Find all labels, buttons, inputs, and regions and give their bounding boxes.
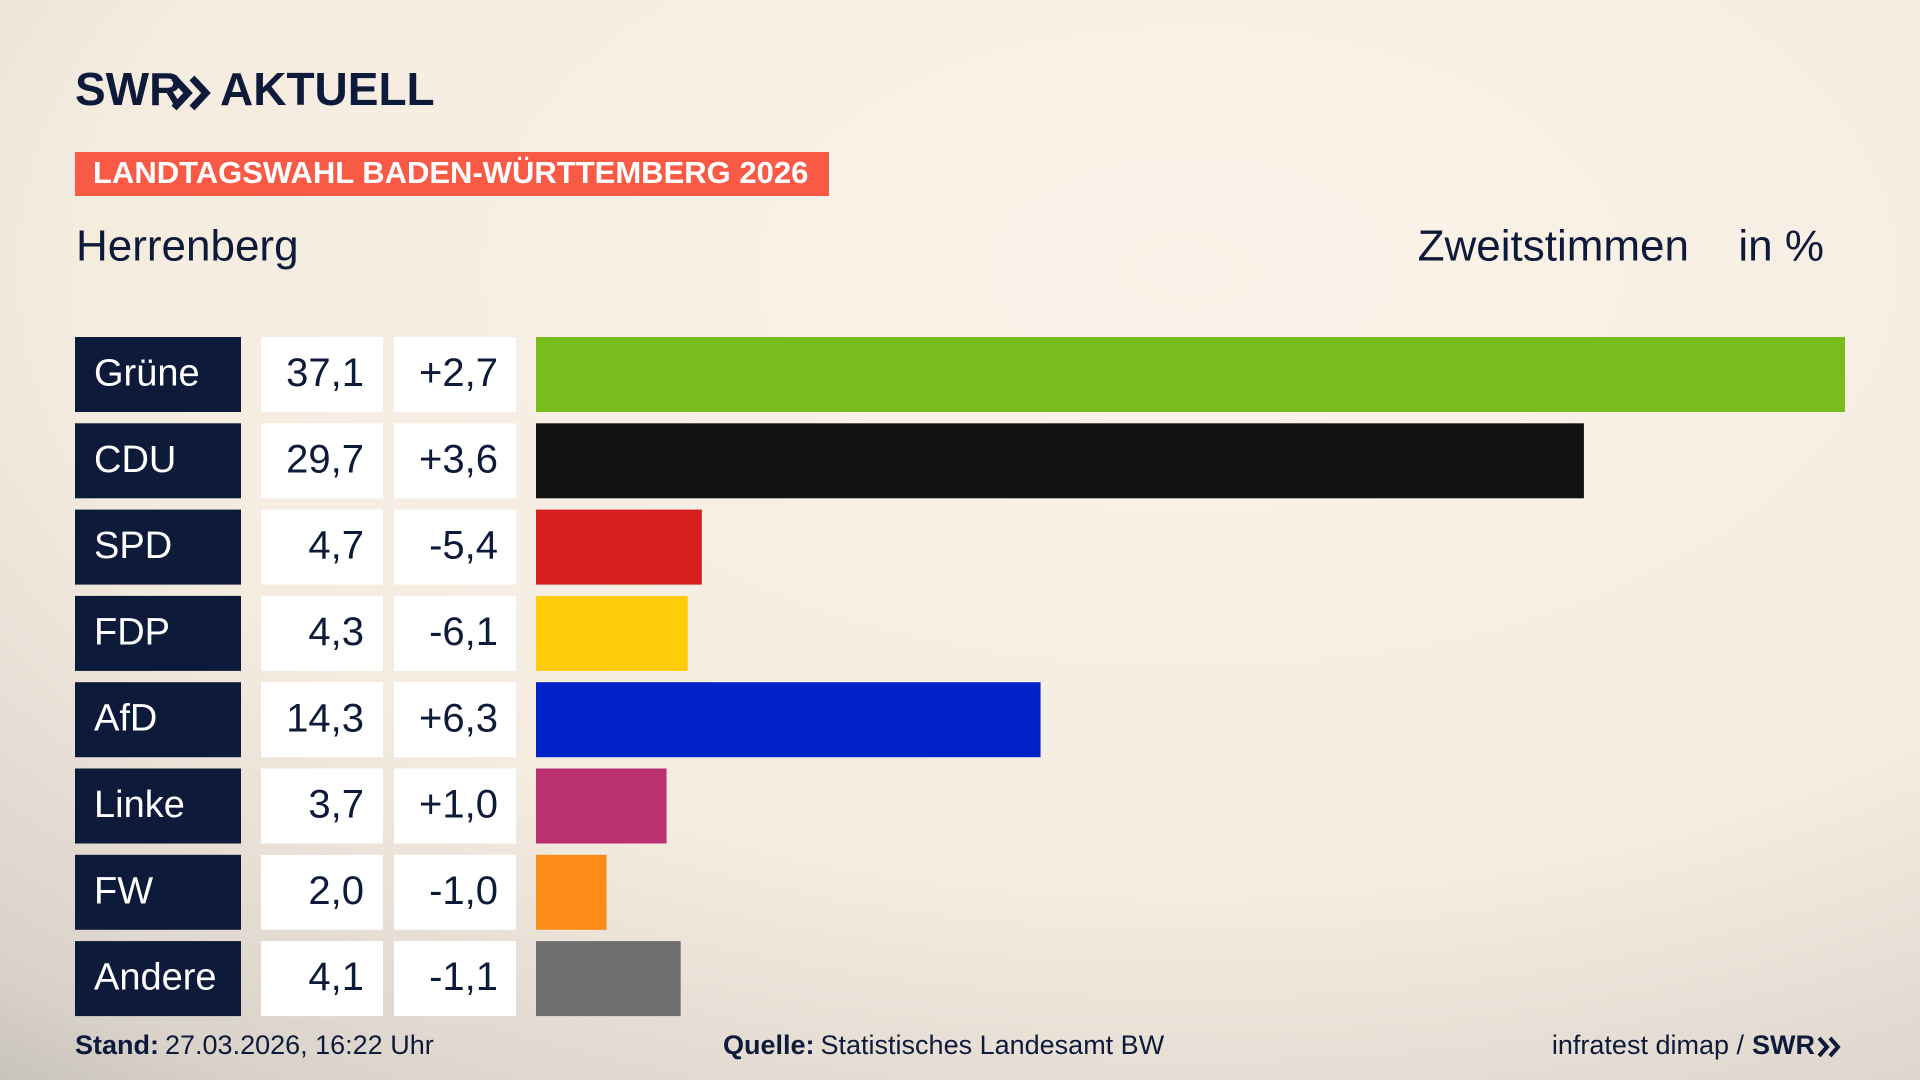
change-label: +6,3 <box>419 696 498 740</box>
party-box <box>75 509 241 585</box>
value-cell <box>261 595 383 671</box>
stand-label: Stand: <box>75 1030 159 1060</box>
value-label: 4,3 <box>308 610 364 654</box>
value-cell <box>261 854 383 930</box>
change-label: +1,0 <box>419 783 498 827</box>
party-label: Andere <box>94 957 217 999</box>
party-box <box>75 854 241 930</box>
value-label: 2,0 <box>308 869 364 913</box>
value-label: 3,7 <box>308 783 364 827</box>
bar <box>536 423 1584 499</box>
value-cell <box>261 337 383 412</box>
value-cell <box>261 682 383 758</box>
credit-brand: SWR <box>1752 1030 1815 1060</box>
party-label: FW <box>94 870 153 912</box>
value-cell <box>261 768 383 844</box>
party-box <box>75 423 241 499</box>
source-label: Quelle: <box>723 1030 815 1060</box>
party-label: SPD <box>94 525 172 567</box>
source-value: Statistisches Landesamt BW <box>821 1030 1165 1060</box>
brand-chevrons <box>171 75 211 111</box>
brand: SWR <box>75 63 182 115</box>
change-cell <box>394 854 516 930</box>
stand-value: 27.03.2026, 16:22 Uhr <box>165 1030 434 1060</box>
party-label: Linke <box>94 784 185 826</box>
stand: Stand: 27.03.2026, 16:22 Uhr <box>75 1030 434 1060</box>
bar <box>536 854 607 930</box>
bar <box>536 337 1845 412</box>
change-label: -5,4 <box>429 524 498 568</box>
change-label: +3,6 <box>419 437 498 481</box>
bar <box>536 509 702 585</box>
value-cell <box>261 509 383 585</box>
bar <box>536 941 681 1017</box>
party-box <box>75 337 241 412</box>
credit-chevrons <box>1817 1036 1841 1058</box>
unit: in % <box>1738 222 1824 271</box>
change-cell <box>394 423 516 499</box>
change-label: -1,1 <box>429 955 498 999</box>
change-cell <box>394 337 516 412</box>
party-label: FDP <box>94 611 170 653</box>
banner: LANDTAGSWAHL BADEN-WÜRTTEMBERG 2026 <box>93 155 808 190</box>
change-cell <box>394 768 516 844</box>
measure: Zweitstimmen <box>1418 222 1689 271</box>
change-cell <box>394 682 516 758</box>
banner-box <box>75 152 829 196</box>
party-box <box>75 941 241 1017</box>
value-label: 29,7 <box>286 437 364 481</box>
value-cell <box>261 423 383 499</box>
change-label: -1,0 <box>429 869 498 913</box>
party-box <box>75 682 241 758</box>
bar <box>536 768 667 844</box>
party-label: CDU <box>94 439 176 481</box>
source: Quelle: Statistisches Landesamt BW <box>723 1030 1165 1060</box>
value-label: 4,1 <box>308 955 364 999</box>
bar <box>536 595 688 671</box>
party-box <box>75 768 241 844</box>
brand-sub: AKTUELL <box>220 63 435 115</box>
value-label: 37,1 <box>286 351 364 395</box>
party-box <box>75 595 241 671</box>
change-label: +2,7 <box>419 351 498 395</box>
change-cell <box>394 509 516 585</box>
change-cell <box>394 941 516 1017</box>
credit-text: infratest dimap / <box>1552 1030 1745 1060</box>
bar <box>536 682 1041 758</box>
party-label: AfD <box>94 698 157 740</box>
change-label: -6,1 <box>429 610 498 654</box>
value-cell <box>261 941 383 1017</box>
change-cell <box>394 595 516 671</box>
party-label: Grüne <box>94 353 200 395</box>
value-label: 14,3 <box>286 696 364 740</box>
value-label: 4,7 <box>308 524 364 568</box>
credit: infratest dimap / SWR <box>1552 1030 1815 1060</box>
subtitle: Herrenberg <box>76 222 299 271</box>
